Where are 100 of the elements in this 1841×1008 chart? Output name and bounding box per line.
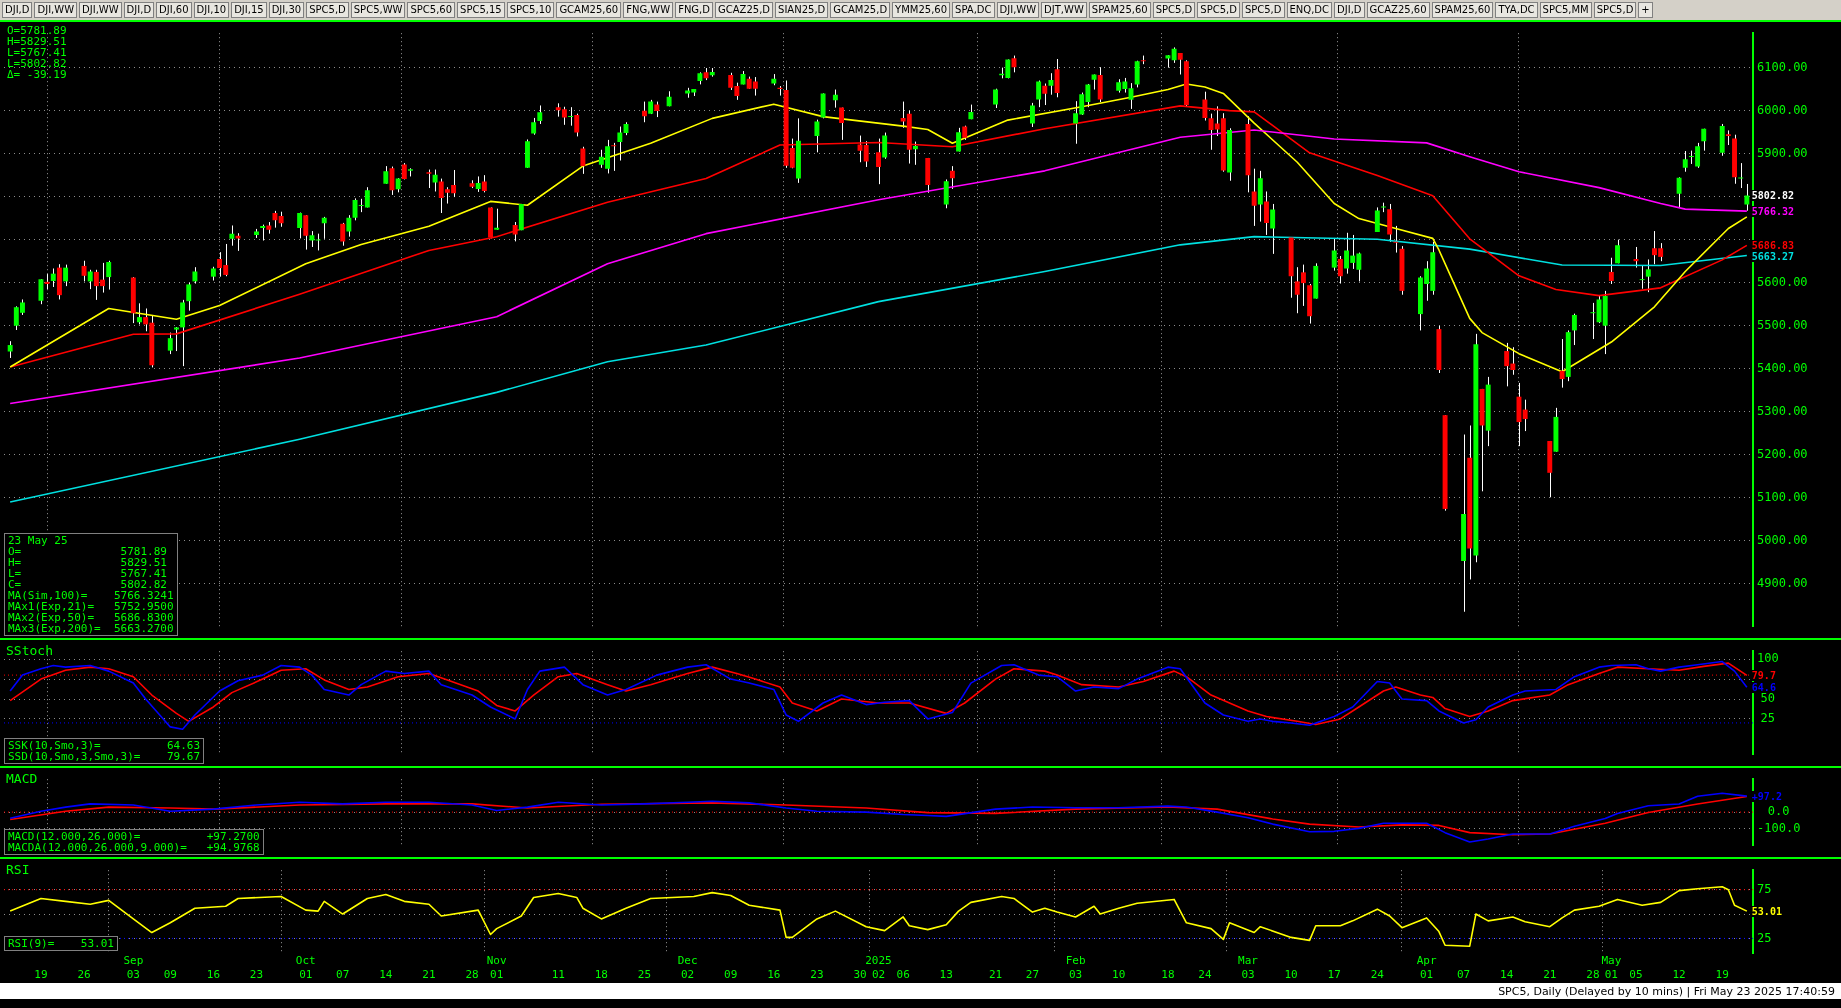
candlestick: [814, 119, 820, 153]
candlestick: [512, 221, 518, 242]
candlestick: [882, 132, 888, 160]
text: GCAM25,60: [556, 2, 622, 18]
x-tick-label: 07: [336, 967, 350, 981]
x-tick-label: May 01: [1601, 954, 1622, 981]
annotation: MACDA(12.000,26.000,9.000)= +94.9768: [8, 841, 260, 854]
candlestick: [993, 88, 998, 109]
x-tick-label: 23: [249, 967, 264, 981]
candlestick: [229, 224, 235, 247]
x-tick-label: 21: [988, 967, 1003, 981]
x-tick-label: 25: [637, 967, 652, 981]
candlestick: [1337, 255, 1343, 285]
candlestick: [1134, 60, 1140, 88]
annotation: O=5781.89: [7, 24, 67, 37]
candlestick: [1036, 80, 1042, 108]
text: SPC5,D: [1152, 2, 1196, 18]
y-tick-label: -100.0: [1756, 820, 1801, 835]
text: YMM25,60: [892, 2, 951, 18]
x-tick-label: 09: [163, 967, 177, 981]
text: DJI,60: [156, 2, 192, 18]
candlestick: [1048, 72, 1054, 96]
x-tick-label: 23: [810, 967, 824, 981]
text: DJI,30: [268, 2, 305, 18]
x-tick-label: Apr 01: [1416, 954, 1437, 981]
annotation: RSI(9)= 53.01: [8, 937, 114, 950]
candlestick: [617, 126, 623, 162]
annotation: 64.6: [1750, 681, 1776, 693]
y-tick-label: 5200.00: [1757, 446, 1808, 461]
candlestick: [38, 278, 44, 305]
annotation: 5663.27: [1750, 250, 1794, 262]
annotation: O= 5781.89: [8, 545, 168, 558]
candlestick: [839, 107, 845, 141]
annotation: L= 5767.41: [8, 567, 168, 580]
text: SPC5,D: [1241, 2, 1285, 18]
candlestick: [1608, 257, 1614, 285]
candlestick: [611, 142, 617, 172]
text: DJI,WW: [34, 2, 78, 18]
annotation: 5686.83: [1750, 239, 1794, 251]
text: FNG,D: [675, 2, 714, 18]
text: GCAZ25,60: [1366, 2, 1430, 18]
candlestick: [580, 146, 586, 175]
x-tick-label: Nov 01: [486, 954, 507, 981]
text: SPC5,60: [407, 2, 456, 18]
x-tick-label: Oct 01: [295, 954, 316, 981]
text: GCAZ25,D: [715, 2, 774, 18]
candlestick: [346, 214, 352, 238]
candlestick: [426, 169, 432, 189]
y-tick-label: 5500.00: [1757, 317, 1808, 332]
candlestick: [568, 106, 574, 127]
candlestick: [863, 140, 869, 168]
annotation: 79.7: [1750, 669, 1776, 681]
annotation: L=5802.82: [7, 57, 67, 70]
y-tick-label: 6000.00: [1757, 102, 1808, 117]
x-tick-label: Feb 03: [1065, 954, 1086, 981]
x-tick-label: 28: [465, 967, 479, 981]
x-tick-label: 24: [1198, 967, 1212, 981]
x-tick-label: 26: [77, 967, 91, 981]
candlestick: [81, 260, 87, 282]
text: SPA,DC: [952, 2, 995, 18]
candlestick: [1042, 83, 1048, 106]
x-tick-label: 19: [34, 967, 48, 981]
x-tick-label: 14: [379, 967, 393, 981]
x-tick-label: 16: [767, 967, 781, 981]
y-tick-label: 5100.00: [1757, 489, 1808, 504]
y-tick-label: 25: [1757, 930, 1772, 945]
candlestick: [1571, 313, 1577, 346]
x-tick-label: 14: [1500, 967, 1514, 981]
y-tick-label: 100: [1756, 651, 1779, 666]
candlestick: [297, 212, 303, 239]
x-tick-label: 12: [1672, 967, 1686, 981]
candlestick: [1393, 225, 1399, 254]
candlestick: [173, 326, 179, 352]
candlestick: [1251, 168, 1257, 227]
text: SPAM25,60: [1431, 2, 1494, 18]
y-tick-label: 4900.00: [1757, 575, 1808, 590]
annotation: SSK(10,Smo,3)= 64.63: [8, 739, 201, 752]
text: DJI,D: [1334, 2, 1365, 18]
candlestick: [1590, 302, 1596, 340]
text: SPC5,15: [457, 2, 505, 18]
annotation: MA(Sim,100)= 5766.3241: [8, 589, 174, 602]
annotation: 23 May 25: [8, 534, 69, 547]
candlestick: [1645, 258, 1651, 293]
y-tick-label: 25: [1760, 711, 1776, 726]
text: +: [1638, 2, 1653, 18]
candlestick: [949, 165, 955, 190]
annotation: L=5767.41: [7, 46, 67, 59]
text: GCAM25,D: [830, 2, 891, 18]
text: FNG,WW: [623, 2, 674, 18]
x-tick-label: 06: [896, 967, 910, 981]
text: SPC5,D: [306, 2, 349, 18]
x-tick-label: 07: [1456, 967, 1471, 981]
text: DJI,15: [231, 2, 267, 18]
x-tick-label: 10: [1112, 967, 1126, 981]
y-tick-label: 5300.00: [1757, 403, 1808, 418]
candlestick: [87, 269, 93, 290]
candlestick: [1744, 183, 1750, 212]
text: SPC5, Daily (Delayed by 10 mins) | Fri May 23 2025 17:40:59: [1498, 984, 1835, 998]
candlestick: [494, 208, 500, 231]
candlestick: [1676, 176, 1682, 208]
